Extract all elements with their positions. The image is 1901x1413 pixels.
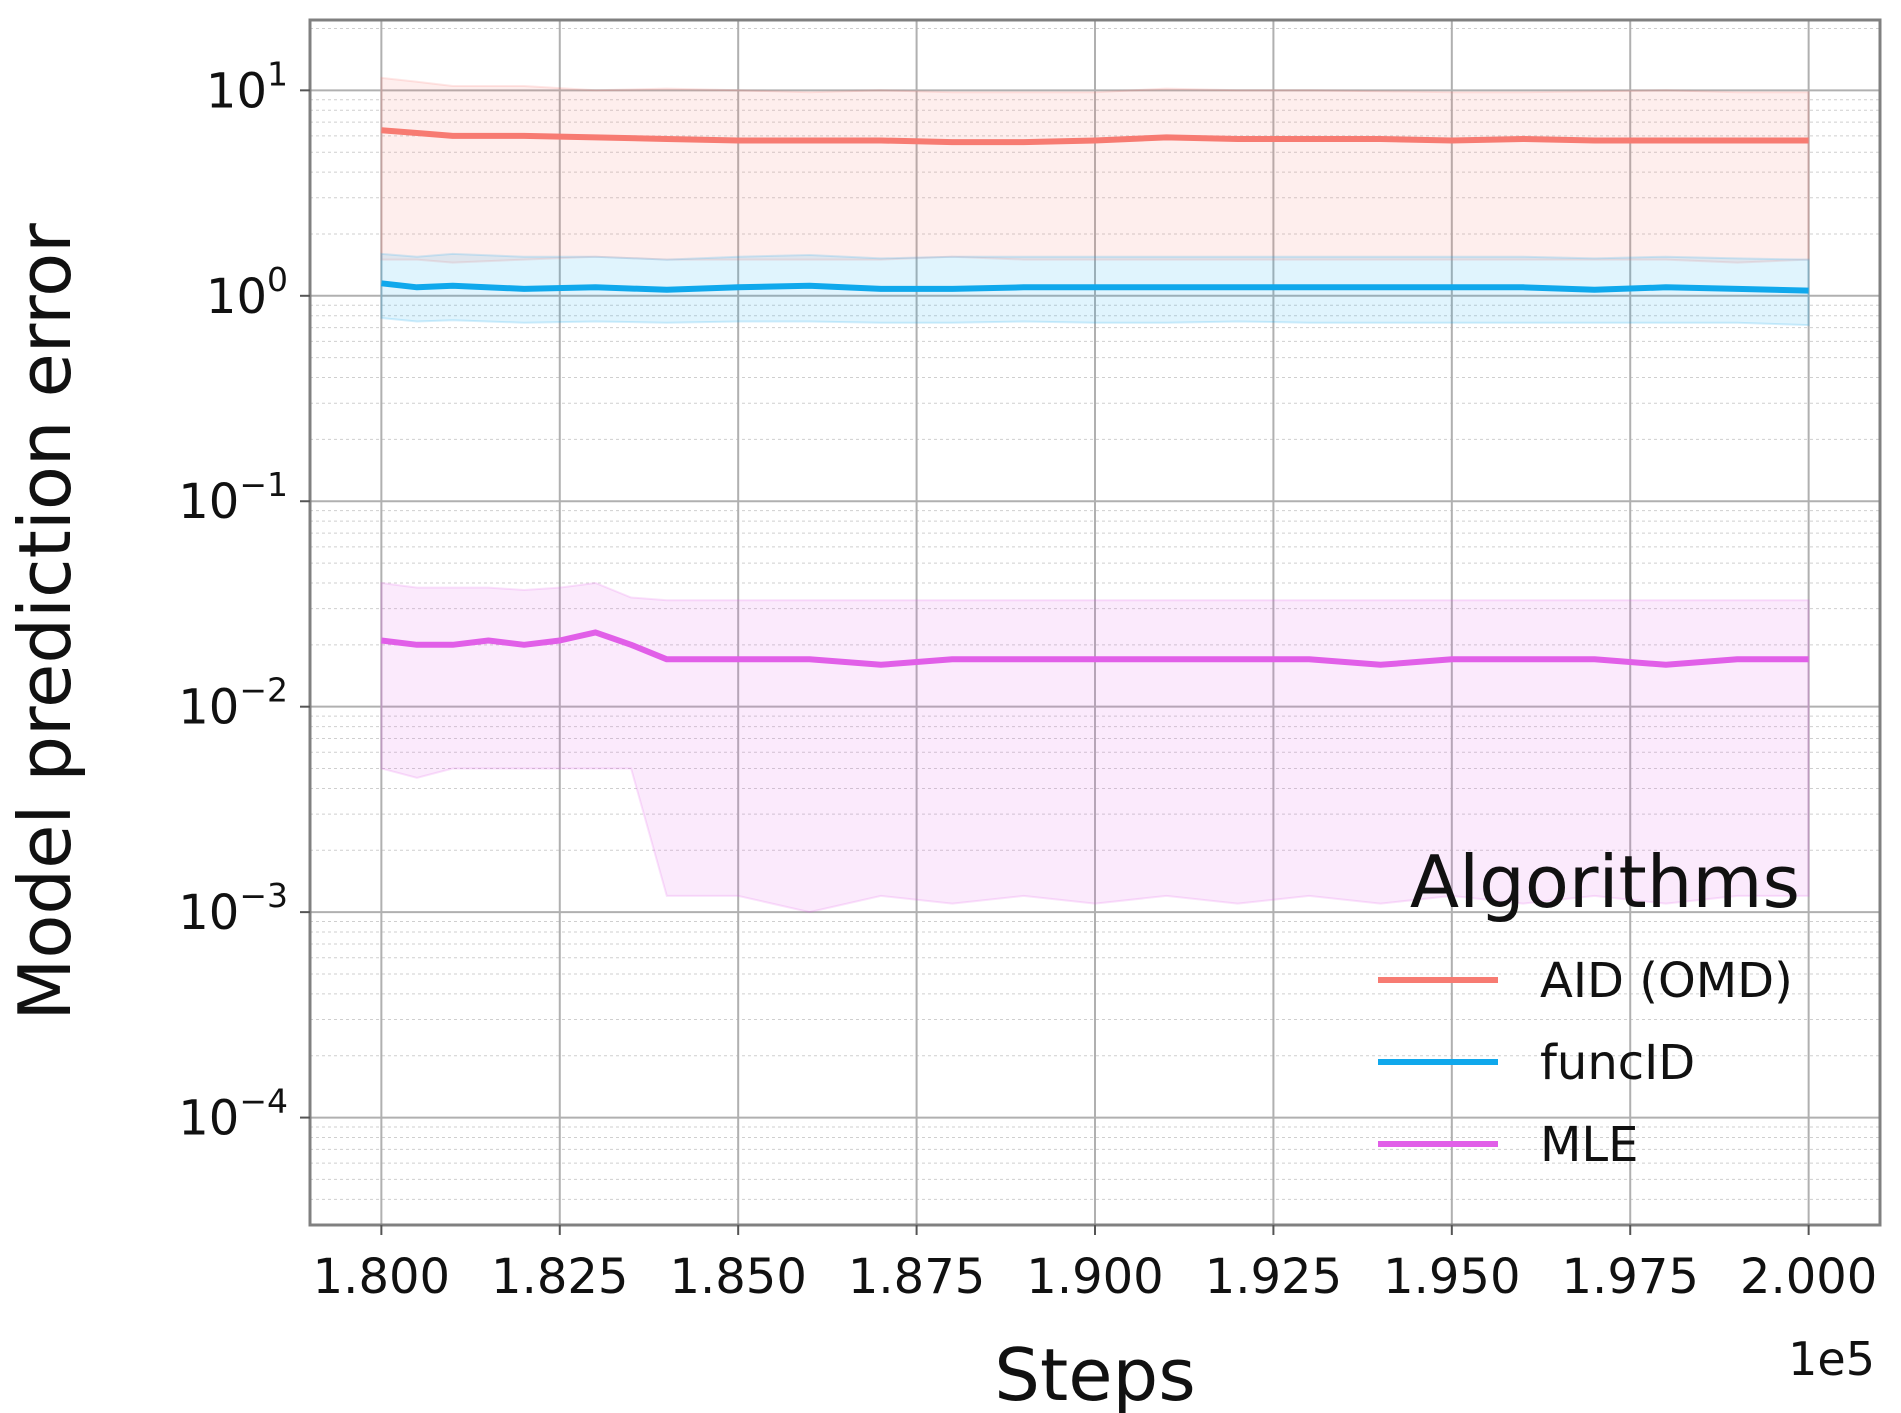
error-band-0 [380,76,1810,264]
y-axis-label: Model prediction error [3,223,87,1021]
y-axis-ticks: 101 100 10−1 10−2 10−3 10−4 [178,54,310,1147]
x-tick-label: 2.000 [1740,1249,1877,1305]
y-tick-label: 10−3 [178,876,288,941]
series-line-0 [381,127,1809,146]
y-tick-label: 10−1 [178,465,288,530]
x-tick-label: 1.975 [1562,1249,1699,1305]
minor-gridlines [310,28,1880,1226]
x-tick-label: 1.850 [669,1249,806,1305]
x-tick-label: 1.825 [491,1249,628,1305]
legend-label-2: MLE [1540,1117,1638,1173]
legend: Algorithms AID (OMD) funcID MLE [1378,840,1800,1173]
y-tick-label: 10−4 [178,1082,288,1147]
major-gridlines [310,20,1880,1225]
y-tick-label: 10−2 [178,671,288,736]
x-tick-label: 1.925 [1205,1249,1342,1305]
legend-label-0: AID (OMD) [1540,953,1793,1009]
series-line-2 [381,629,1809,668]
x-axis-ticks: 1.800 1.825 1.850 1.875 1.900 1.925 1.950 1.975… [313,1225,1877,1305]
y-tick-label: 100 [206,260,288,325]
x-tick-label: 1.950 [1383,1249,1520,1305]
x-tick-label: 1.800 [313,1249,450,1305]
x-axis-label: Steps [994,1333,1195,1413]
x-tick-label: 1.900 [1026,1249,1163,1305]
x-tick-label: 1.875 [848,1249,985,1305]
x-axis-offset-label: 1e5 [1788,1332,1875,1386]
legend-label-1: funcID [1540,1035,1695,1091]
y-tick-label: 101 [206,54,288,119]
error-bands [380,76,1810,914]
series-lines [381,127,1809,668]
legend-title: Algorithms [1410,840,1800,924]
error-band-2 [380,581,1810,914]
series-line-1 [381,280,1809,294]
